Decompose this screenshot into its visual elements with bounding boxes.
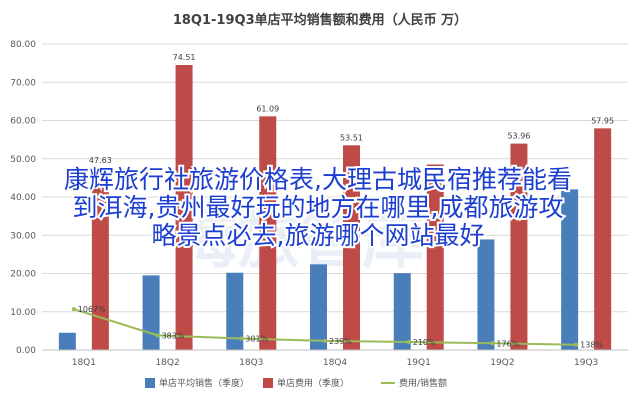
y-tick-label: 60.00 bbox=[10, 117, 36, 127]
ratio-line-point bbox=[155, 333, 160, 338]
ratio-line-point bbox=[239, 336, 244, 341]
y-tick-label: 40.00 bbox=[10, 193, 36, 203]
bar-value-label: 61.09 bbox=[256, 104, 279, 113]
bar-value-label: 47.63 bbox=[89, 156, 112, 165]
ratio-value-label: 138% bbox=[580, 341, 603, 350]
y-tick-label: 30.00 bbox=[10, 231, 36, 241]
overlay-line-3: 略景点必去,旅游哪个网站最好 bbox=[152, 221, 485, 250]
data-labels: 47.63 74.51 61.09 53.51 53.96 57.95 1067% 383% 3… bbox=[78, 53, 614, 350]
ratio-value-label: 383% bbox=[162, 331, 185, 340]
bar-sales bbox=[310, 264, 327, 350]
ratio-line bbox=[71, 307, 579, 347]
bar-value-label: 53.51 bbox=[340, 133, 363, 142]
bar-expense bbox=[91, 167, 109, 350]
legend-label: 费用/销售额 bbox=[399, 377, 447, 389]
x-tick-label: 18Q2 bbox=[155, 358, 179, 368]
ratio-line-point bbox=[71, 307, 76, 312]
watermark: 海旅智库 bbox=[176, 204, 424, 277]
bars bbox=[58, 64, 612, 350]
ratio-value-label: 210% bbox=[413, 338, 436, 347]
bar-sales bbox=[477, 239, 495, 350]
x-tick-label: 19Q2 bbox=[490, 358, 514, 368]
bar-sales bbox=[226, 272, 244, 350]
x-tick-label: 19Q1 bbox=[407, 358, 431, 368]
ratio-value-label: 1067% bbox=[78, 305, 106, 314]
x-tick-label: 19Q3 bbox=[574, 358, 598, 368]
chart-title: 18Q1-19Q3单店平均销售额和费用（人民币 万） bbox=[173, 12, 467, 28]
bar-value-label: 53.96 bbox=[507, 132, 530, 141]
y-tick-label: 50.00 bbox=[10, 155, 36, 165]
x-axis: 18Q1 18Q2 18Q3 18Q4 19Q1 19Q2 19Q3 bbox=[42, 349, 628, 368]
legend-label: 单店平均销售（季度） bbox=[159, 377, 249, 389]
bar-expense bbox=[594, 128, 612, 350]
bar-sales bbox=[561, 189, 579, 350]
overlay-line-2: 到洱海,贵州最好玩的地方在哪里,成都旅游攻 bbox=[73, 193, 564, 222]
legend-swatch-bar bbox=[145, 378, 155, 388]
y-tick-label: 10.00 bbox=[10, 308, 36, 318]
bar-expense bbox=[426, 164, 444, 350]
legend: 单店平均销售（季度） 单店费用（季度） 费用/销售额 bbox=[145, 377, 447, 389]
x-tick-label: 18Q1 bbox=[72, 358, 96, 368]
bar-expense bbox=[510, 143, 528, 350]
x-tick-label: 18Q4 bbox=[323, 358, 348, 368]
y-tick-label: 70.00 bbox=[10, 78, 36, 88]
bar-value-label: 74.51 bbox=[173, 53, 196, 62]
ratio-line-point bbox=[574, 342, 579, 347]
ratio-line-point bbox=[490, 341, 495, 346]
legend-label: 单店费用（季度） bbox=[277, 377, 349, 389]
bar-value-label: 57.95 bbox=[591, 116, 614, 125]
y-axis: 0.00 10.00 20.00 30.00 40.00 50.00 60.00 70.00 8… bbox=[10, 40, 36, 356]
overlay-caption: 康辉旅行社旅游价格表,大理古城民宿推荐能看 到洱海,贵州最好玩的地方在哪里,成都… bbox=[62, 163, 574, 252]
ratio-value-label: 176% bbox=[496, 339, 519, 348]
bar-sales bbox=[58, 332, 76, 350]
bar-expense bbox=[259, 116, 277, 350]
ratio-line-point bbox=[406, 339, 411, 344]
overlay-line-1: 康辉旅行社旅游价格表,大理古城民宿推荐能看 bbox=[64, 165, 572, 194]
bar-expense bbox=[175, 64, 193, 350]
bar-expense bbox=[343, 145, 360, 350]
legend-swatch-bar bbox=[263, 378, 273, 388]
ratio-value-label: 301% bbox=[245, 334, 268, 343]
x-tick-label: 18Q3 bbox=[239, 358, 263, 368]
y-tick-label: 0.00 bbox=[16, 346, 36, 356]
ratio-value-label: 239% bbox=[329, 337, 352, 346]
y-tick-label: 20.00 bbox=[10, 270, 36, 280]
bar-sales bbox=[393, 273, 411, 350]
y-tick-label: 80.00 bbox=[10, 40, 36, 50]
bar-sales bbox=[142, 275, 160, 350]
ratio-line-point bbox=[323, 338, 327, 343]
